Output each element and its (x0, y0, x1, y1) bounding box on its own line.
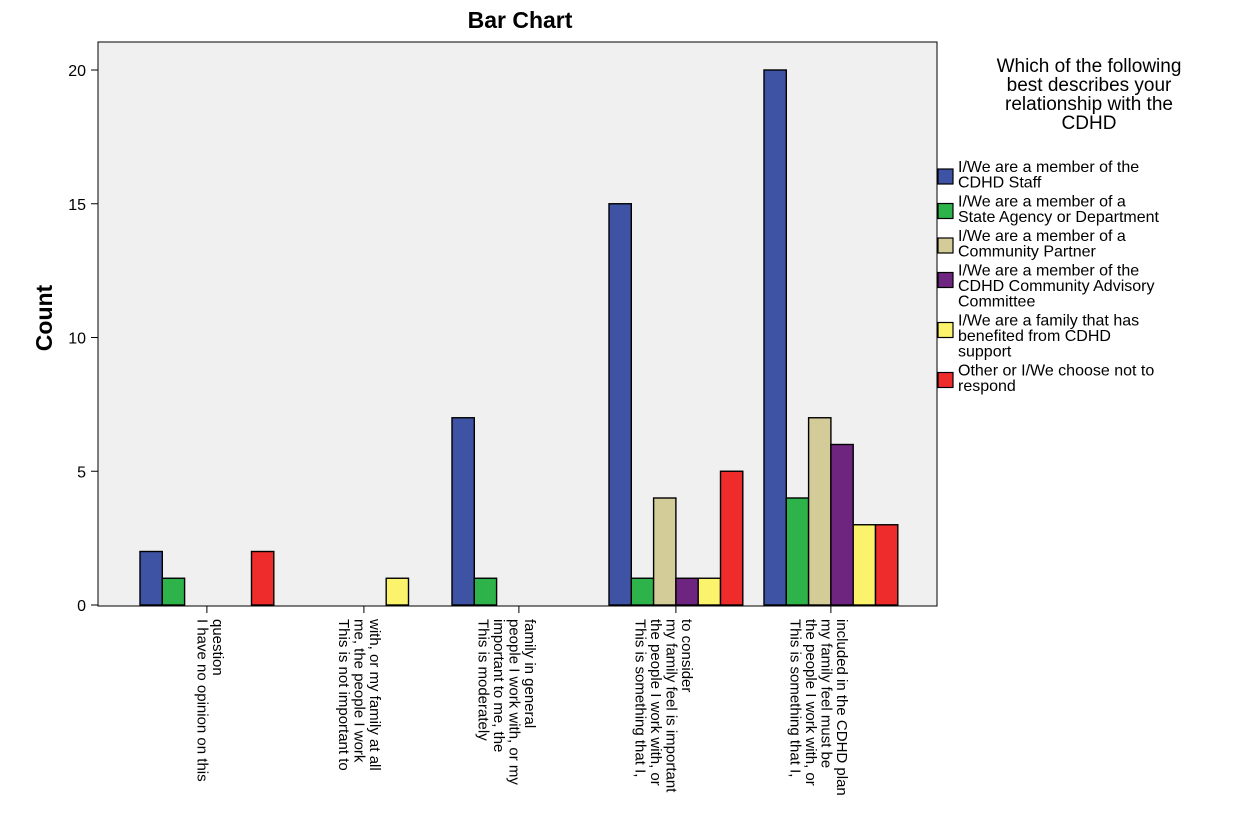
bar (719, 470, 744, 606)
bar (874, 524, 899, 606)
legend-label: CDHD Community Advisory (958, 278, 1154, 295)
bar (652, 497, 677, 606)
bar (830, 443, 854, 606)
x-tick-label: This is something that I, (786, 619, 803, 777)
x-tick-label: important to me, the (490, 619, 507, 752)
x-tick-label: my family feel must be (817, 619, 834, 768)
legend-title: Which of the following (997, 56, 1182, 77)
bar (697, 577, 722, 606)
x-tick-label: the people I work with, or (802, 619, 819, 786)
x-tick-label: my family feel is important (662, 619, 679, 793)
x-tick-label: I have no opinion on this (193, 619, 210, 782)
bar (608, 203, 632, 606)
legend-title: best describes your (1007, 75, 1172, 96)
legend-label: I/We are a member of the (958, 159, 1139, 176)
x-tick-label: people I work with, or my (505, 619, 522, 785)
x-tick-label: me, the people I work (350, 619, 367, 763)
bar (451, 417, 475, 606)
legend-swatch (937, 202, 954, 220)
bar (807, 417, 832, 606)
bar (785, 497, 810, 606)
legend-swatch (937, 371, 954, 389)
legend-label: I/We are a member of a (958, 194, 1126, 211)
y-tick-label: 0 (77, 598, 86, 615)
bar (385, 577, 410, 606)
legend-label: I/We are a member of a (958, 228, 1126, 245)
legend-title: CDHD (1062, 113, 1117, 134)
legend-label: Community Partner (958, 244, 1096, 261)
legend-swatch (937, 321, 954, 339)
bar (763, 69, 787, 606)
y-axis: 0 5 10 15 20 (68, 63, 98, 615)
x-tick-label: This is moderately (474, 619, 491, 741)
legend-swatch (937, 168, 954, 185)
legend-label: Committee (958, 294, 1035, 311)
x-tick-label: family in general (521, 619, 538, 728)
legend-swatch (937, 237, 954, 254)
y-axis-label: Count (31, 284, 57, 351)
legend-title: relationship with the (1005, 94, 1173, 115)
bar (630, 577, 655, 606)
bar (473, 577, 498, 606)
legend-label: State Agency or Department (958, 209, 1160, 226)
x-tick-label: the people I work with, or (647, 619, 664, 786)
legend-label: I/We are a family that has (958, 313, 1139, 330)
x-tick-label: included in the CDHD plan (833, 619, 850, 796)
legend-label: I/We are a member of the (958, 263, 1139, 280)
x-tick-label: This is something that I, (631, 619, 648, 777)
y-tick-label: 15 (68, 197, 86, 214)
legend-label: benefited from CDHD (958, 328, 1111, 345)
legend-label: Other or I/We choose not to (958, 363, 1154, 380)
bars-group (139, 69, 899, 606)
chart-title: Bar Chart (468, 7, 573, 33)
legend-swatch (937, 271, 954, 289)
legend-label: respond (958, 378, 1016, 395)
x-tick-label: question (209, 619, 226, 676)
bar (139, 550, 163, 606)
bar (675, 577, 699, 606)
y-tick-label: 10 (68, 331, 86, 348)
bar (250, 550, 275, 606)
x-tick-label: This is not important to (335, 619, 352, 771)
bar (161, 577, 186, 606)
y-tick-label: 20 (68, 63, 86, 80)
legend-label: CDHD Staff (958, 175, 1042, 192)
bar (852, 524, 877, 606)
y-tick-label: 5 (77, 464, 86, 481)
x-tick-label: with, or my family at all (366, 618, 383, 771)
x-tick-label: to consider (678, 619, 695, 692)
legend-label: support (958, 344, 1012, 361)
